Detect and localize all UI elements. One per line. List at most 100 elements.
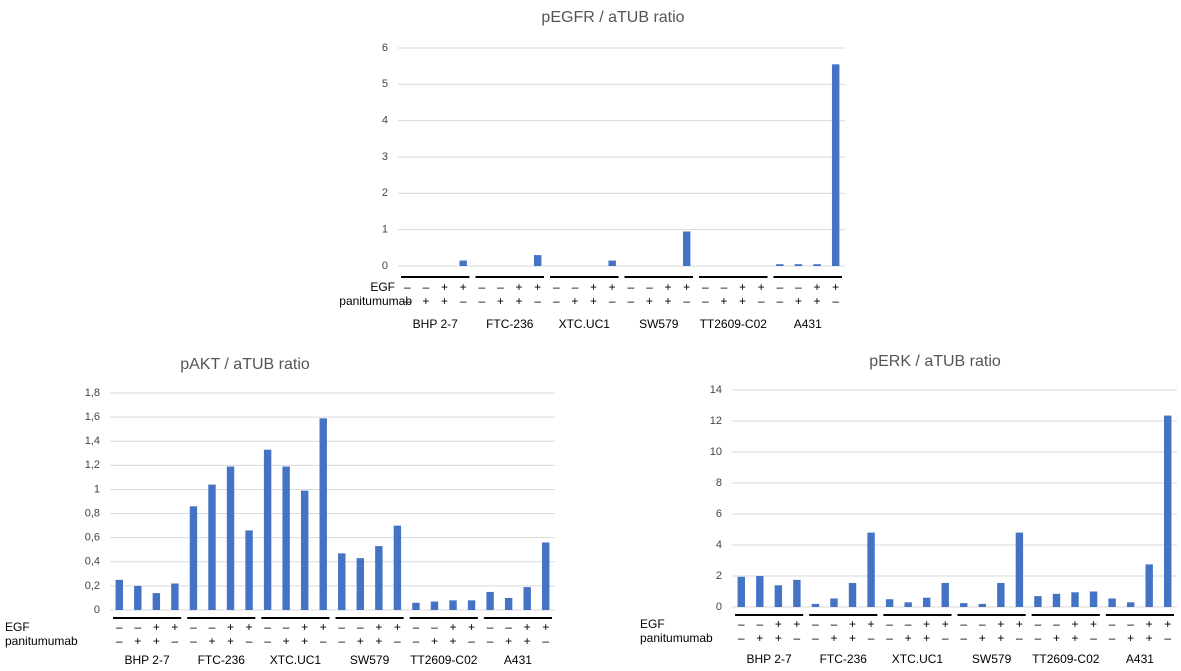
egf-sign: + [1090, 617, 1097, 631]
chart-title: pEGFR / aTUB ratio [541, 9, 684, 26]
panitumumab-sign: – [960, 631, 967, 645]
egf-sign: + [227, 620, 234, 634]
group-label: TT2609-C02 [700, 317, 768, 331]
egf-sign: + [1164, 617, 1171, 631]
panitumumab-sign: – [338, 634, 345, 648]
panitumumab-sign: + [795, 294, 802, 308]
egf-sign: – [886, 617, 893, 631]
bar [776, 264, 784, 266]
bar [885, 599, 894, 607]
panitumumab-sign: + [665, 294, 672, 308]
bar [848, 582, 857, 607]
bar [542, 542, 550, 610]
group-label: SW579 [350, 653, 390, 667]
panitumumab-sign: + [422, 294, 429, 308]
panitumumab-sign: + [524, 634, 531, 648]
egf-sign: + [590, 280, 597, 294]
y-tick-label: 0,8 [85, 507, 100, 519]
egf-sign: – [1053, 617, 1060, 631]
panitumumab-sign: + [357, 634, 364, 648]
bar [375, 546, 383, 610]
panitumumab-sign: – [738, 631, 745, 645]
egf-sign: + [524, 620, 531, 634]
egf-sign: – [190, 620, 197, 634]
panitumumab-sign: – [1109, 631, 1116, 645]
panitumumab-sign: + [590, 294, 597, 308]
bar [867, 532, 875, 607]
bar [467, 600, 476, 610]
panitumumab-sign: + [720, 294, 727, 308]
y-tick-label: 0,6 [85, 532, 100, 544]
egf-sign: + [394, 620, 401, 634]
panitumumab-sign: + [208, 634, 215, 648]
egf-sign: + [460, 280, 467, 294]
panitumumab-sign: – [832, 294, 839, 308]
egf-sign: – [431, 620, 438, 634]
egf-sign: – [721, 280, 728, 294]
egf-sign: + [516, 280, 523, 294]
bar [997, 582, 1005, 607]
egf-sign: + [246, 620, 253, 634]
bar [504, 597, 513, 610]
panitumumab-sign: – [609, 294, 616, 308]
group-label: TT2609-C02 [410, 653, 478, 667]
egf-sign: + [923, 617, 930, 631]
panitumumab-sign: – [758, 294, 765, 308]
group-label: BHP 2-7 [747, 652, 792, 666]
y-tick-label: 8 [716, 477, 722, 489]
y-tick-label: 1,6 [85, 411, 100, 423]
row-label: EGF [5, 620, 30, 634]
bar [189, 506, 198, 610]
y-tick-label: 5 [382, 78, 388, 90]
egf-sign: – [357, 620, 364, 634]
bar [449, 600, 457, 610]
row-label: panitumumab [5, 634, 78, 648]
panitumumab-sign: + [301, 634, 308, 648]
y-tick-label: 4 [716, 539, 722, 551]
egf-sign: + [468, 620, 475, 634]
panitumumab-sign: – [468, 634, 475, 648]
y-tick-label: 2 [716, 570, 722, 582]
group-label: TT2609-C02 [1032, 652, 1100, 666]
panitumumab-sign: – [776, 294, 783, 308]
group-label: BHP 2-7 [413, 317, 458, 331]
panitumumab-sign: – [394, 634, 401, 648]
egf-sign: + [665, 280, 672, 294]
egf-sign: – [812, 617, 819, 631]
egf-sign: – [572, 280, 579, 294]
panitumumab-sign: + [979, 631, 986, 645]
egf-sign: – [404, 280, 411, 294]
panitumumab-sign: – [683, 294, 690, 308]
bar [226, 466, 235, 610]
panitumumab-sign: – [868, 631, 875, 645]
panitumumab-sign: – [1035, 631, 1042, 645]
egf-sign: – [505, 620, 512, 634]
bar [263, 449, 272, 610]
bar [134, 585, 142, 610]
egf-sign: – [553, 280, 560, 294]
bar [1052, 593, 1061, 607]
y-tick-label: 4 [382, 115, 388, 127]
bar [412, 602, 420, 610]
egf-sign: – [960, 617, 967, 631]
panitumumab-sign: + [497, 294, 504, 308]
egf-sign: + [609, 280, 616, 294]
egf-sign: – [831, 617, 838, 631]
egf-sign: + [683, 280, 690, 294]
group-label: SW579 [639, 317, 679, 331]
panitumumab-sign: – [942, 631, 949, 645]
y-tick-label: 10 [710, 446, 722, 458]
egf-sign: + [814, 280, 821, 294]
egf-sign: – [1109, 617, 1116, 631]
row-label: panitumumab [339, 294, 412, 308]
group-label: BHP 2-7 [125, 653, 170, 667]
panitumumab-sign: – [812, 631, 819, 645]
panitumumab-sign: + [283, 634, 290, 648]
egf-sign: – [478, 280, 485, 294]
egf-sign: + [450, 620, 457, 634]
egf-sign: + [1146, 617, 1153, 631]
panitumumab-sign: + [1127, 631, 1134, 645]
egf-sign: + [320, 620, 327, 634]
group-label: A431 [504, 653, 532, 667]
egf-sign: – [795, 280, 802, 294]
